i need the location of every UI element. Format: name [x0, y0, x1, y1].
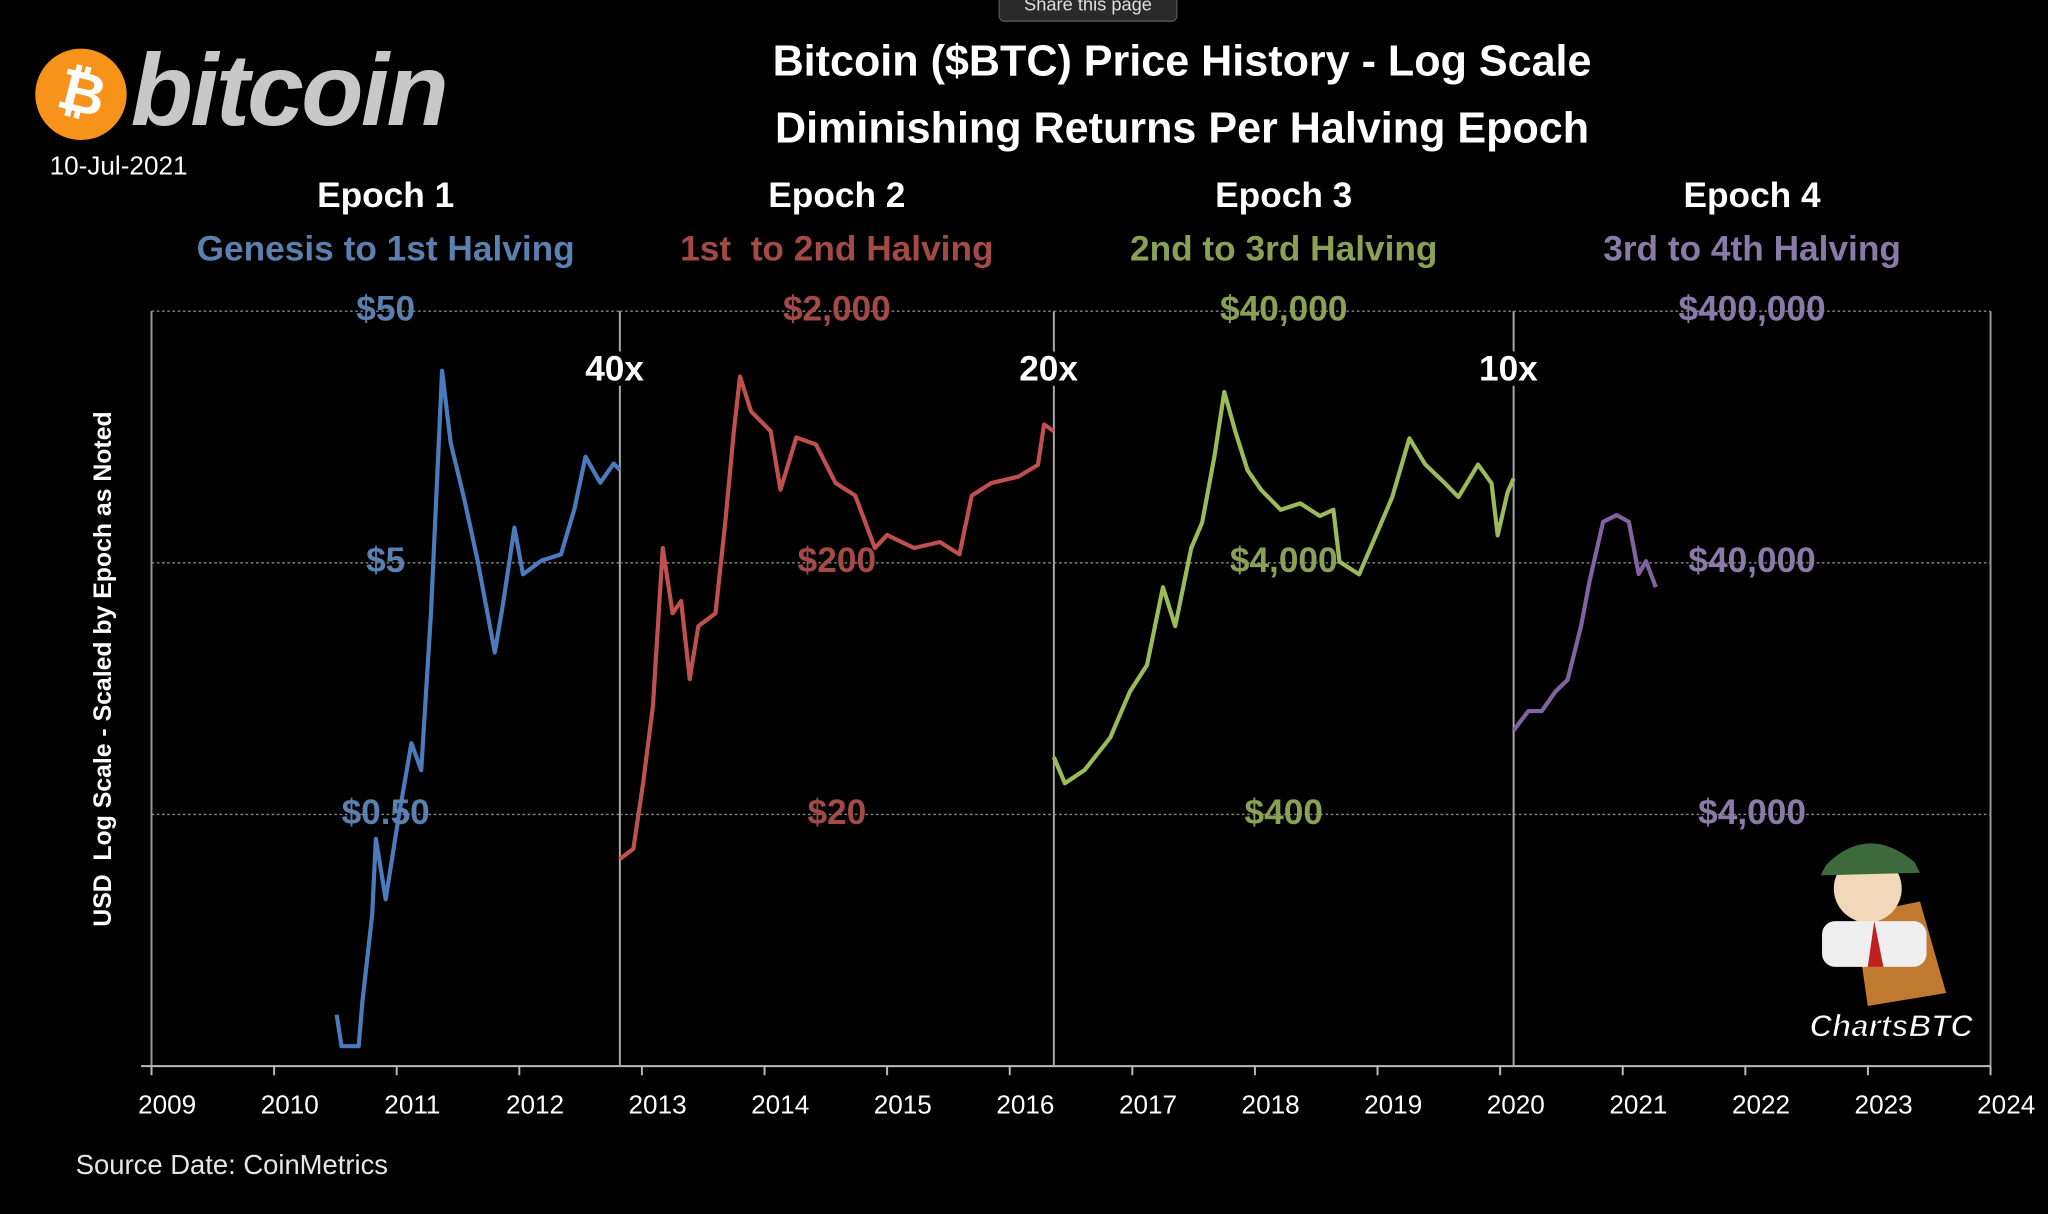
x-tick-label: 2014 [751, 1089, 809, 1119]
y-tick-label: $40,000 [1688, 541, 1815, 580]
x-tick-label: 2021 [1609, 1089, 1667, 1119]
mascot [1820, 843, 1947, 1007]
return-multiple: 40x [585, 350, 644, 389]
y-tick-label: $5 [366, 541, 405, 580]
x-tick-label: 2012 [506, 1089, 564, 1119]
y-tick-label: $20 [807, 793, 866, 832]
x-tick-label: 2015 [874, 1089, 932, 1119]
legend-entry: 3rd to 4th Halving [1603, 229, 1901, 268]
x-tick-label: 2018 [1242, 1089, 1300, 1119]
y-tick-label: $400,000 [1679, 289, 1826, 328]
line-layer [334, 368, 1658, 1049]
x-tick-label: 2016 [996, 1089, 1054, 1119]
epoch-heading: Epoch 3 [1215, 176, 1352, 215]
logo-text: bitcoin [131, 33, 447, 147]
y-tick-label: $4,000 [1230, 541, 1338, 580]
price-line [618, 374, 1056, 861]
logo-coin [35, 48, 127, 141]
label-layer: 2009 2010 2011 2012 2013 2014 2015 2016 2017 2018… [138, 176, 2035, 1120]
price-line [334, 368, 622, 1049]
share-button[interactable] [998, 0, 1178, 22]
x-tick-label: 2023 [1855, 1089, 1913, 1119]
mascot-tie [1867, 921, 1884, 967]
y-tick-label: $2,000 [783, 289, 891, 328]
date: 10-Jul-2021 [50, 150, 188, 180]
return-multiple: 10x [1479, 350, 1538, 389]
x-tick-label: 2010 [261, 1089, 319, 1119]
mascot-hat [1820, 843, 1920, 876]
x-tick-label: 2017 [1119, 1089, 1177, 1119]
price-line [1511, 512, 1658, 732]
source-note: Source Date: CoinMetrics [76, 1149, 388, 1180]
epoch-heading: Epoch 4 [1684, 176, 1822, 215]
price-line [1051, 389, 1516, 786]
share-button-label[interactable]: Share this page [1024, 0, 1152, 14]
x-tick-label: 2019 [1364, 1089, 1422, 1119]
chart-subtitle: Diminishing Returns Per Halving Epoch [775, 104, 1589, 152]
y-tick-label: $0.50 [342, 793, 430, 832]
x-tick-label: 2011 [384, 1089, 440, 1119]
return-multiple: 20x [1019, 350, 1078, 389]
y-tick-label: $50 [356, 289, 415, 328]
y-tick-label: $40,000 [1220, 289, 1347, 328]
legend-entry: 2nd to 3rd Halving [1130, 229, 1438, 268]
x-tick-label: 2013 [629, 1089, 687, 1119]
x-tick-label: 2024 [1977, 1089, 2035, 1119]
epoch-heading: Epoch 2 [768, 176, 905, 215]
y-tick-label: $200 [798, 541, 876, 580]
legend-entry: Genesis to 1st Halving [197, 229, 575, 268]
chart-title: Bitcoin ($BTC) Price History - Log Scale [773, 38, 1592, 86]
x-tick-label: 2009 [138, 1089, 196, 1119]
x-tick-label: 2020 [1487, 1089, 1545, 1119]
y-axis-label: USD Log Scale - Scaled by Epoch as Noted [90, 411, 117, 926]
grid-layer [150, 310, 1992, 1076]
watermark: ChartsBTC [1809, 1009, 1973, 1044]
epoch-heading: Epoch 1 [317, 176, 454, 215]
x-tick-label: 2022 [1732, 1089, 1790, 1119]
y-tick-label: $400 [1245, 793, 1323, 832]
legend-entry: 1st to 2nd Halving [680, 229, 993, 268]
y-tick-label: $4,000 [1698, 793, 1806, 832]
